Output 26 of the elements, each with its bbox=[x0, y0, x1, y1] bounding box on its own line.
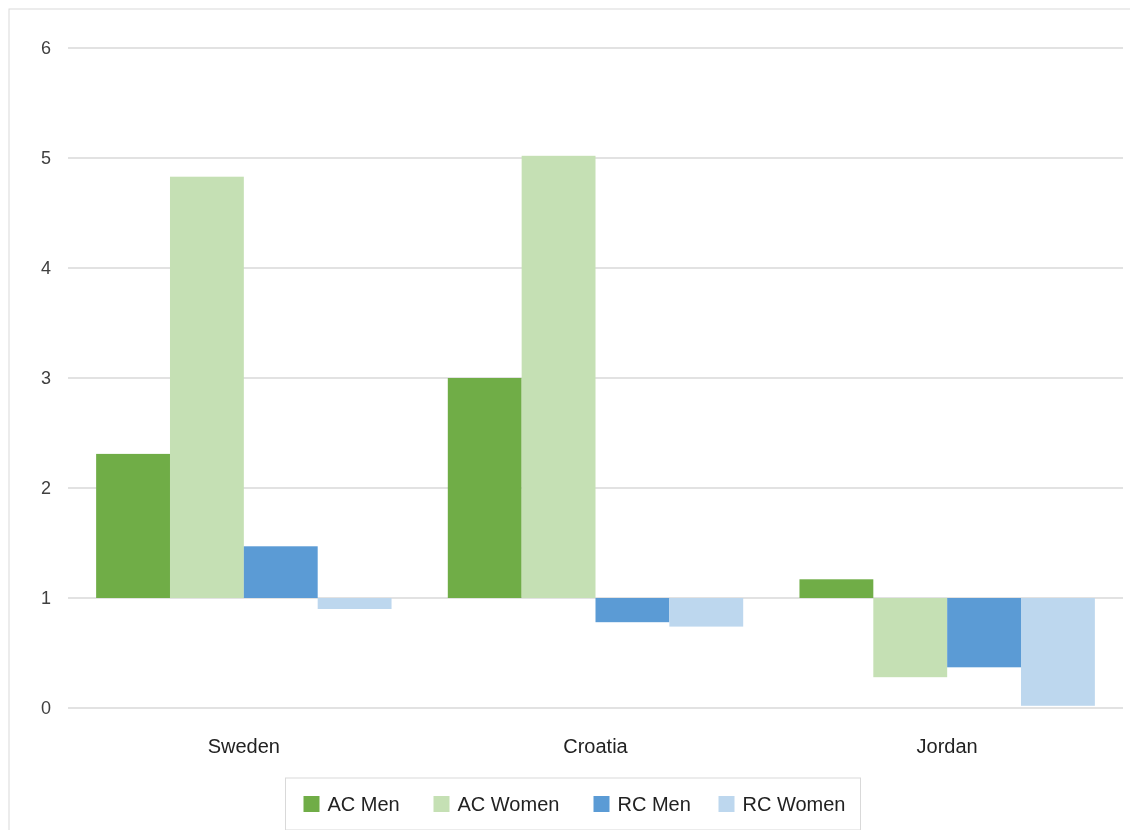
x-tick-label: Sweden bbox=[207, 735, 280, 757]
x-tick-label: Croatia bbox=[563, 735, 629, 757]
bar bbox=[447, 378, 522, 598]
bar bbox=[595, 598, 670, 623]
legend-label: RC Women bbox=[742, 793, 846, 815]
bar bbox=[96, 453, 170, 598]
y-tick-label: 1 bbox=[40, 588, 52, 609]
y-tick-label: 5 bbox=[40, 148, 52, 169]
bar bbox=[873, 598, 948, 678]
x-tick-label: Jordan bbox=[916, 735, 978, 757]
bar bbox=[947, 598, 1022, 668]
bar bbox=[317, 598, 392, 609]
y-tick-label: 2 bbox=[40, 478, 52, 499]
y-tick-label: 0 bbox=[40, 698, 52, 719]
bar bbox=[1021, 598, 1095, 706]
y-tick-label: 6 bbox=[40, 38, 52, 59]
legend-label: AC Women bbox=[457, 793, 560, 815]
bar bbox=[799, 579, 874, 598]
bar bbox=[521, 155, 596, 598]
legend-label: RC Men bbox=[617, 793, 691, 815]
bar bbox=[169, 176, 244, 598]
bar bbox=[243, 546, 318, 598]
legend-label: AC Men bbox=[327, 793, 400, 815]
y-tick-label: 3 bbox=[40, 368, 52, 389]
bar bbox=[669, 598, 744, 627]
y-tick-label: 4 bbox=[40, 258, 52, 279]
